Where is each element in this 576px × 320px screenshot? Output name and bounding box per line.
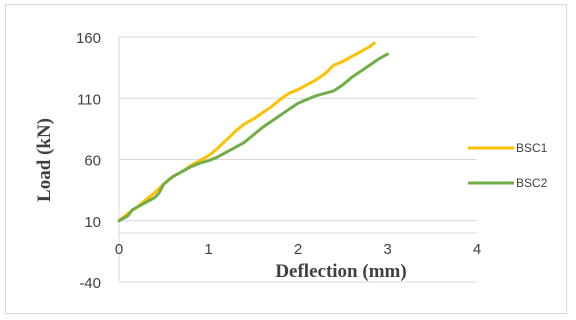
x-tick-label: 3 [383,241,391,258]
axes [118,37,477,282]
y-tick-label: 110 [77,91,101,108]
y-tick-label: 60 [84,153,101,170]
x-tick-label: 1 [204,241,212,258]
y-tick-label: -40 [79,275,101,292]
chart-canvas: -40 10 60 110 160 0 1 2 3 4 Deflection (mm) Load … [34,30,548,292]
x-tick-label: 0 [115,241,123,258]
series-lines [117,41,389,223]
y-axis-title: Load (kN) [34,118,55,202]
gridlines [119,36,477,283]
x-tick-label: 4 [473,241,481,258]
chart-frame: -40 10 60 110 160 0 1 2 3 4 Deflection (mm) Load … [5,4,567,314]
y-tick-label: 10 [84,214,101,231]
y-tick-label: 160 [76,30,101,47]
x-tick-label: 2 [294,241,302,258]
legend-label-bsc2: BSC2 [516,176,548,190]
x-axis-title: Deflection (mm) [275,261,406,282]
tick-labels: -40 10 60 110 160 0 1 2 3 4 [76,30,481,292]
series-line-bsc2 [117,52,389,223]
legend: BSC1 BSC2 [468,141,548,190]
legend-label-bsc1: BSC1 [516,141,548,155]
